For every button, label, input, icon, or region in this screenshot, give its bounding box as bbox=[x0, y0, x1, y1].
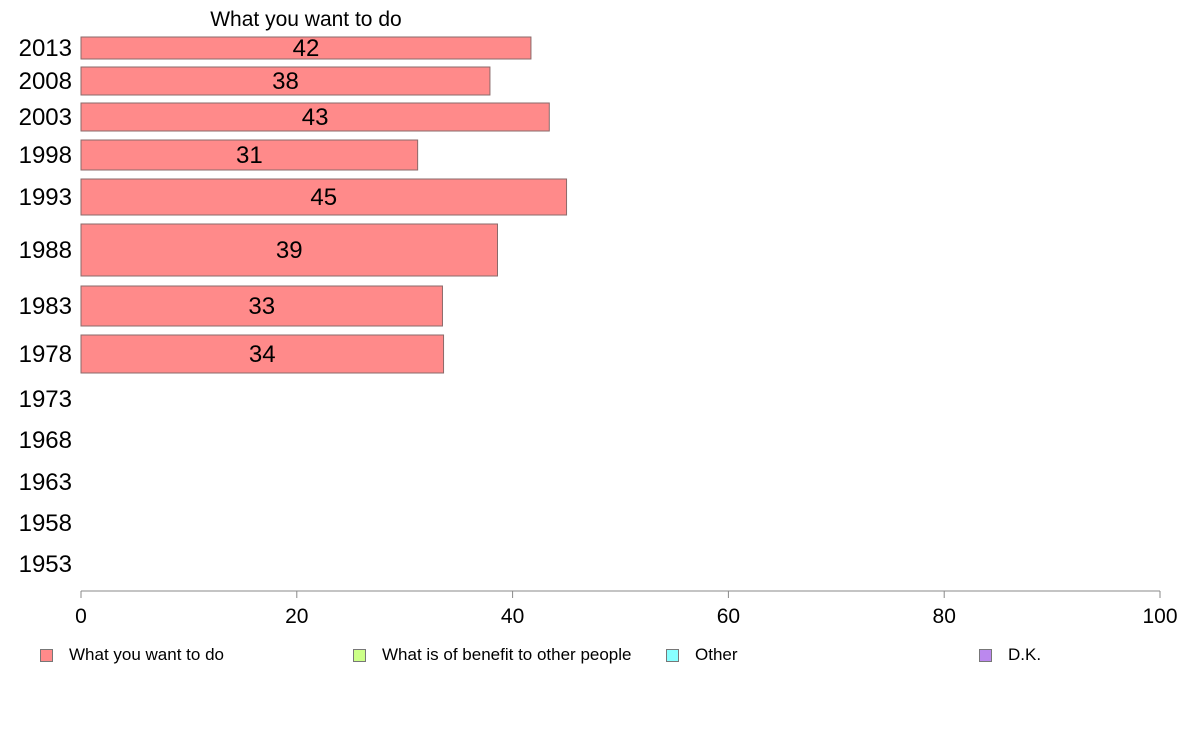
category-label-1973: 1973 bbox=[19, 386, 72, 413]
x-tick-label-0: 0 bbox=[75, 605, 87, 628]
legend-item-what-you-want: What you want to do bbox=[40, 644, 224, 666]
legend-swatch-dk bbox=[979, 648, 992, 662]
category-label-2013: 2013 bbox=[19, 35, 72, 62]
bar-value-label-1978: 34 bbox=[249, 341, 276, 368]
legend-item-other: Other bbox=[666, 644, 738, 666]
category-label-1968: 1968 bbox=[19, 427, 72, 454]
x-tick-label-20: 20 bbox=[285, 605, 308, 628]
legend: What you want to do What is of benefit t… bbox=[0, 644, 1188, 668]
category-label-1998: 1998 bbox=[19, 142, 72, 169]
x-tick-label-60: 60 bbox=[717, 605, 740, 628]
category-label-1983: 1983 bbox=[19, 293, 72, 320]
bar-1988 bbox=[80, 223, 498, 277]
bar-value-label-1998: 31 bbox=[236, 142, 263, 169]
chart-title: What you want to do bbox=[210, 8, 401, 31]
bar-value-label-2008: 38 bbox=[272, 68, 299, 95]
bar-2008 bbox=[80, 66, 491, 96]
legend-label-other: Other bbox=[695, 645, 738, 664]
x-tick-label-40: 40 bbox=[501, 605, 524, 628]
legend-swatch-benefit-others bbox=[353, 648, 366, 662]
category-label-1988: 1988 bbox=[19, 237, 72, 264]
x-tick-label-80: 80 bbox=[933, 605, 956, 628]
bar-chart: What you want to do 2013 2008 2003 1998 1993 1… bbox=[19, 8, 1178, 628]
bar-2003 bbox=[80, 102, 550, 132]
legend-item-benefit-others: What is of benefit to other people bbox=[353, 644, 632, 666]
legend-label-benefit-others: What is of benefit to other people bbox=[382, 645, 632, 664]
legend-swatch-other bbox=[666, 648, 679, 662]
bar-1998 bbox=[80, 139, 419, 171]
category-label-2003: 2003 bbox=[19, 104, 72, 131]
category-label-1958: 1958 bbox=[19, 510, 72, 537]
category-label-1993: 1993 bbox=[19, 184, 72, 211]
bar-value-label-2003: 43 bbox=[302, 104, 329, 131]
category-label-2008: 2008 bbox=[19, 68, 72, 95]
legend-label-dk: D.K. bbox=[1008, 645, 1042, 664]
category-label-1953: 1953 bbox=[19, 551, 72, 578]
legend-label-what-you-want: What you want to do bbox=[69, 645, 224, 664]
bar-value-label-2013: 42 bbox=[293, 35, 320, 62]
x-tick-label-100: 100 bbox=[1142, 605, 1177, 628]
category-label-1978: 1978 bbox=[19, 341, 72, 368]
bar-value-label-1983: 33 bbox=[248, 293, 275, 320]
bar-1983 bbox=[80, 285, 443, 327]
bar-2013 bbox=[80, 36, 532, 60]
bar-1978 bbox=[80, 334, 445, 374]
legend-item-dk: D.K. bbox=[979, 644, 1041, 666]
bar-value-label-1988: 39 bbox=[276, 237, 303, 264]
legend-swatch-what-you-want bbox=[40, 648, 53, 662]
bar-1993 bbox=[80, 178, 568, 216]
category-label-1963: 1963 bbox=[19, 469, 72, 496]
bar-value-label-1993: 45 bbox=[310, 184, 337, 211]
